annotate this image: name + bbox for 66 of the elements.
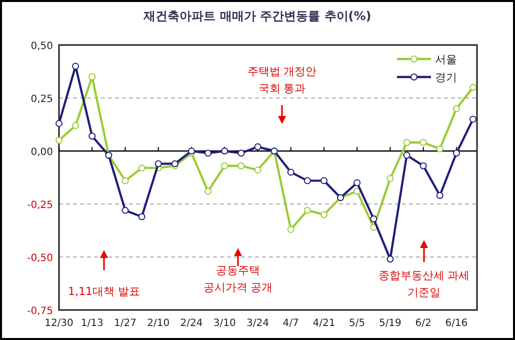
y-tick-label: 0,00 (30, 147, 53, 158)
point (122, 177, 129, 184)
x-tick-label: 6/16 (445, 318, 468, 329)
point (238, 150, 245, 157)
point (386, 256, 394, 263)
point (88, 73, 96, 80)
x-tick-label: 1/27 (114, 318, 136, 329)
point (287, 168, 294, 176)
point (452, 150, 460, 157)
point (188, 148, 195, 154)
point (452, 105, 460, 112)
point (320, 177, 328, 184)
x-tick-label: 2/10 (147, 318, 170, 329)
x-tick-label: 3/24 (246, 318, 269, 329)
y-tick-label: -0,25 (27, 200, 53, 211)
y-tick-label: -0,75 (27, 306, 53, 317)
y-tick-label: 0,25 (30, 94, 53, 105)
x-tick-label: 1/13 (80, 318, 104, 329)
point (221, 162, 228, 170)
legend-label: 서울 (435, 53, 457, 66)
point (470, 116, 476, 123)
point (204, 188, 212, 195)
point (386, 175, 394, 182)
point (72, 122, 80, 130)
point (470, 84, 476, 91)
point (436, 192, 444, 200)
chart-title: 재건축아파트 매매가 주간변동률 추이(%) (142, 9, 372, 23)
point (154, 160, 162, 168)
x-tick-label: 4/21 (312, 318, 336, 329)
point (403, 152, 410, 159)
point (254, 143, 262, 150)
point (304, 206, 311, 214)
x-tick-label: 3/10 (213, 318, 236, 329)
x-tick-label: 12/30 (44, 318, 74, 329)
point (56, 120, 62, 127)
annotation: 1,11대책 발표 (68, 285, 140, 298)
point (403, 139, 410, 146)
point (204, 150, 212, 157)
point (420, 139, 427, 146)
point (221, 148, 228, 154)
annotation: 주택법 개정안 국회 통과 (247, 65, 317, 95)
point (138, 213, 146, 220)
point (138, 164, 146, 172)
annotation: 종합부동산세 과세 기준일 (378, 269, 470, 299)
point (320, 211, 328, 218)
annotation: 공동주택 공시가격 공개 (203, 264, 273, 294)
point (122, 206, 129, 214)
x-tick-label: 5/5 (349, 318, 366, 329)
point (287, 226, 294, 233)
point (238, 162, 245, 170)
point (370, 215, 378, 222)
legend-label: 경기 (435, 71, 457, 84)
x-tick-label: 2/24 (180, 318, 203, 329)
point (420, 162, 427, 170)
y-tick-label: 0,50 (30, 41, 53, 52)
x-tick-label: 6/2 (415, 318, 432, 329)
point (304, 177, 311, 184)
x-tick-label: 5/19 (378, 318, 402, 329)
point (72, 62, 80, 70)
point (436, 145, 444, 152)
point (56, 136, 62, 144)
y-tick-label: -0,50 (27, 253, 53, 264)
point (88, 132, 96, 140)
point (254, 166, 262, 174)
x-tick-label: 4/7 (282, 318, 299, 329)
point (354, 179, 361, 186)
